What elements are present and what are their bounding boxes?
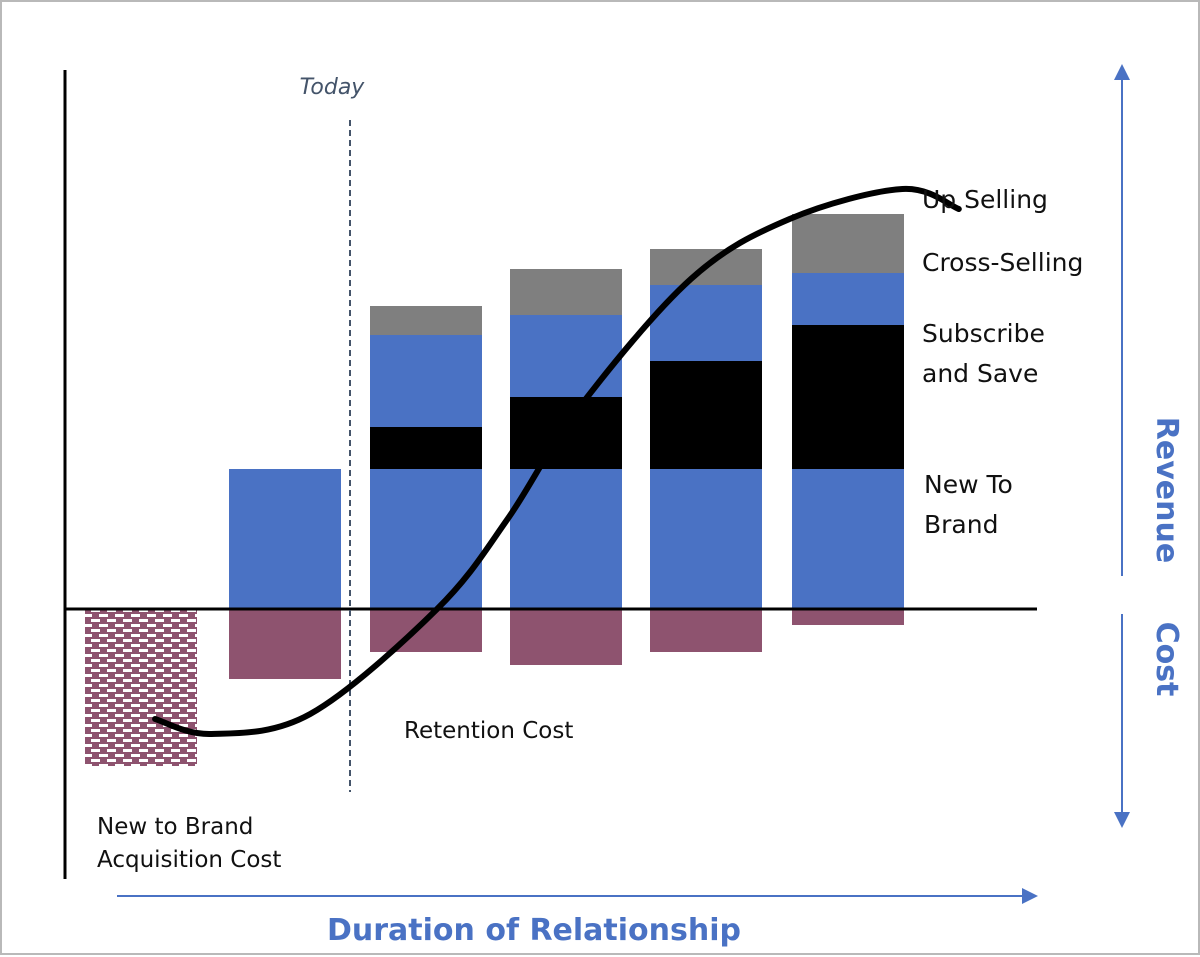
bar-subscribe-and-save-6 xyxy=(792,325,904,469)
new-to-brand-label-line2: Brand xyxy=(924,510,998,539)
bar-new-to-brand-5 xyxy=(650,469,762,609)
bar-new-to-brand-acquisition-cost-1 xyxy=(85,609,197,766)
bar-cross-selling-3 xyxy=(370,335,482,427)
new-to-brand-label-line1: New To xyxy=(924,470,1013,499)
x-axis-title: Duration of Relationship xyxy=(327,913,741,948)
bar-cross-selling-4 xyxy=(510,315,622,397)
bars-group xyxy=(85,214,904,766)
bar-up-selling-3 xyxy=(370,306,482,335)
bar-subscribe-and-save-5 xyxy=(650,361,762,469)
bar-retention-cost-6 xyxy=(792,609,904,625)
bar-retention-cost-4 xyxy=(510,609,622,665)
x-arrow-head xyxy=(1022,888,1038,904)
bar-cross-selling-5 xyxy=(650,285,762,361)
retention-cost-label: Retention Cost xyxy=(404,718,573,744)
bar-subscribe-and-save-4 xyxy=(510,397,622,469)
revenue-arrow-head xyxy=(1114,64,1130,80)
bar-up-selling-6 xyxy=(792,214,904,273)
acquisition-cost-label-line1: New to Brand xyxy=(97,814,253,840)
up-selling-label: Up Selling xyxy=(922,185,1048,214)
cumulative-curve xyxy=(152,185,962,738)
bar-new-to-brand-3 xyxy=(370,469,482,609)
bar-new-to-brand-2 xyxy=(229,469,341,609)
bar-subscribe-and-save-3 xyxy=(370,427,482,469)
bar-new-to-brand-6 xyxy=(792,469,904,609)
cost-axis-title: Cost xyxy=(1149,622,1184,697)
bar-retention-cost-2 xyxy=(229,609,341,679)
cost-arrow-head xyxy=(1114,812,1130,828)
today-label: Today xyxy=(300,75,366,100)
bar-up-selling-4 xyxy=(510,269,622,315)
revenue-axis-title: Revenue xyxy=(1149,417,1184,563)
bar-retention-cost-5 xyxy=(650,609,762,652)
cross-selling-label: Cross-Selling xyxy=(922,248,1083,277)
bar-cross-selling-6 xyxy=(792,273,904,325)
acquisition-cost-label-line2: Acquisition Cost xyxy=(97,847,281,873)
subscribe-label-line1: Subscribe xyxy=(922,319,1045,348)
subscribe-label-line2: and Save xyxy=(922,359,1038,388)
bar-new-to-brand-4 xyxy=(510,469,622,609)
bar-retention-cost-3 xyxy=(370,609,482,652)
